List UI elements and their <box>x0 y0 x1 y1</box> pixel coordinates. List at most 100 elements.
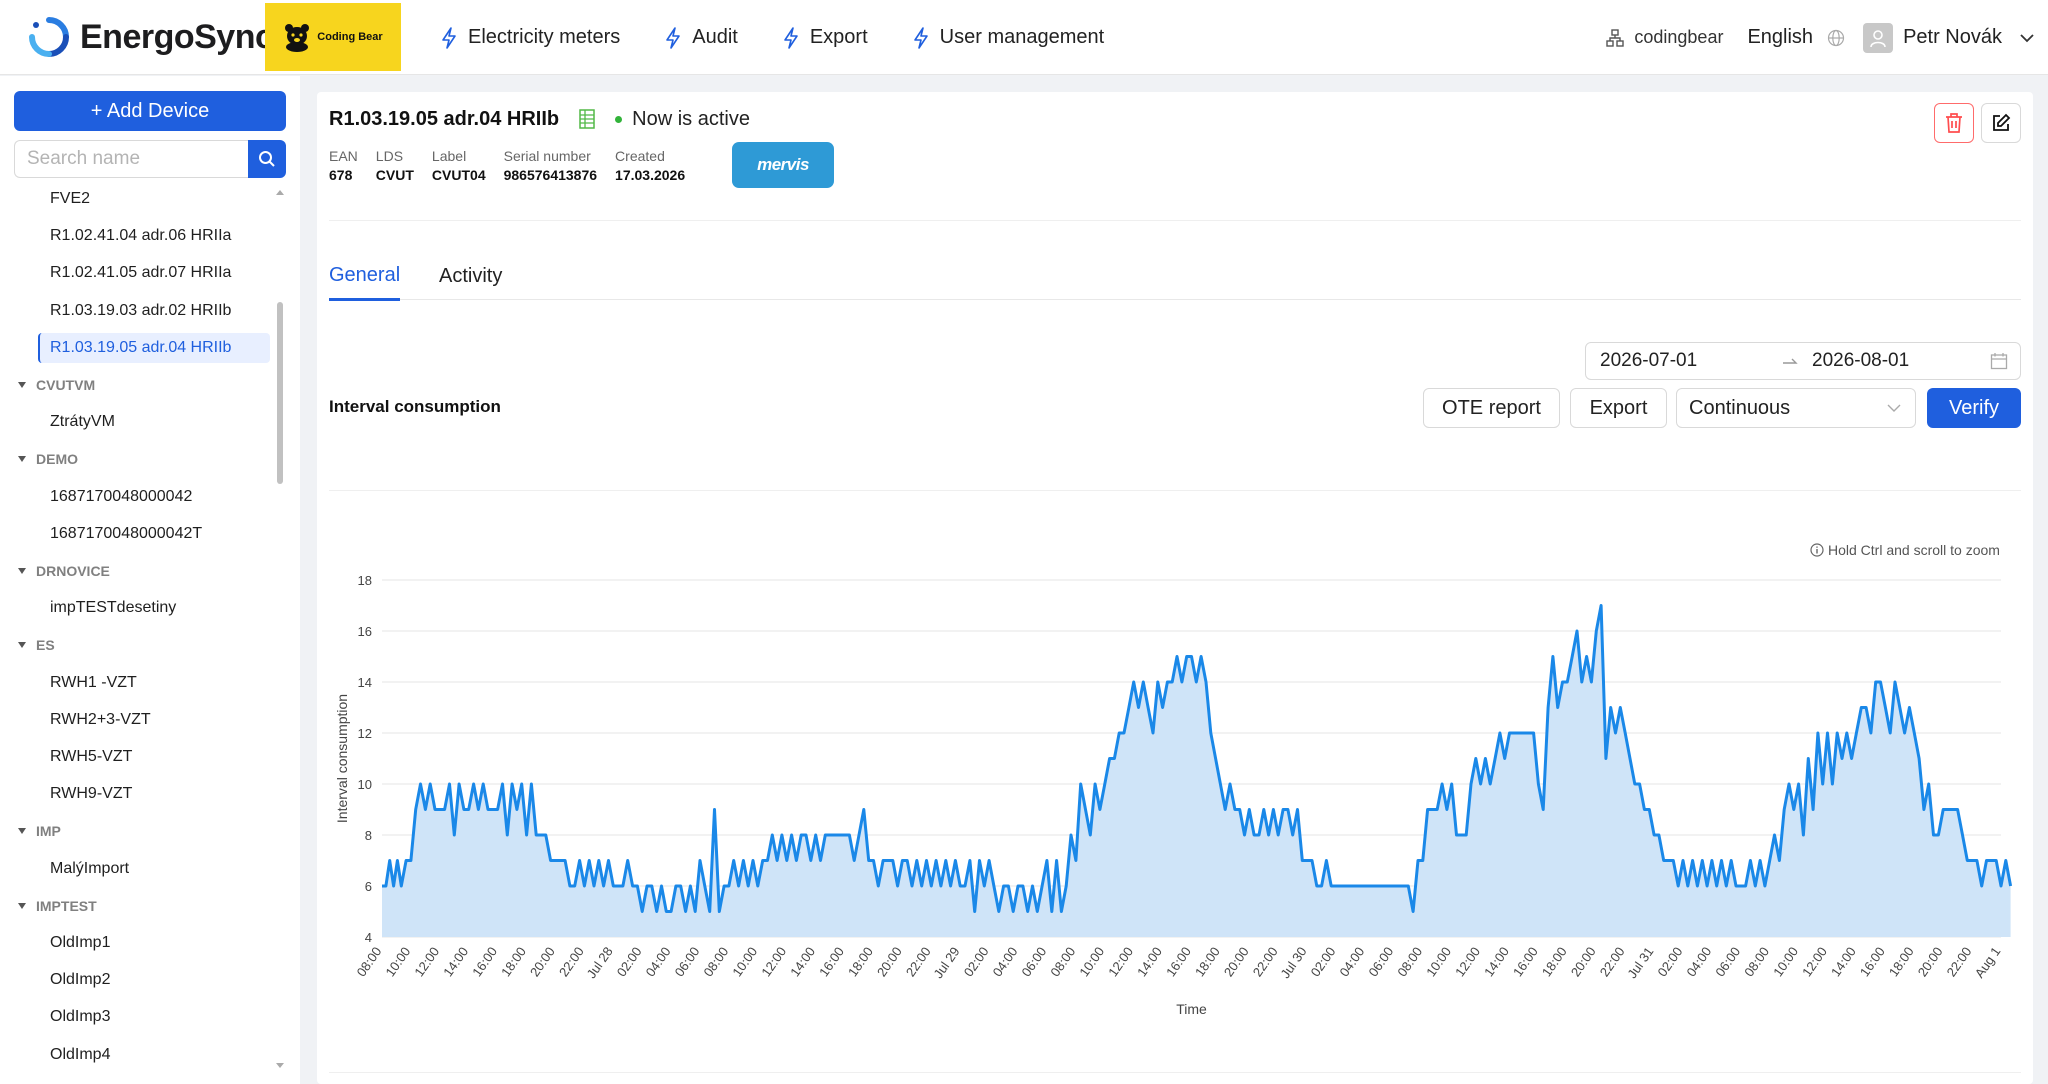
bolt-icon <box>442 26 456 49</box>
search-button[interactable] <box>248 140 286 178</box>
tab-activity[interactable]: Activity <box>439 264 503 287</box>
tree-item[interactable]: OldImp2 <box>50 965 110 995</box>
series-area <box>382 605 2011 937</box>
nav-audit[interactable]: Audit <box>664 26 738 49</box>
tree-item-label: DEMO <box>36 451 78 468</box>
mode-select[interactable]: Continuous <box>1676 388 1916 428</box>
bolt-icon <box>913 26 928 49</box>
export-button[interactable]: Export <box>1570 388 1667 428</box>
x-tick-label: 02:00 <box>961 944 992 979</box>
nav-label: Audit <box>692 26 738 48</box>
zoom-hint-text: Hold Ctrl and scroll to zoom <box>1828 542 2000 558</box>
tree-item-label: 1687170048000042 <box>50 487 193 505</box>
bear-icon <box>285 24 310 52</box>
tree-item[interactable]: RWH5-VZT <box>50 742 132 772</box>
arrow-right-icon <box>1783 358 1798 364</box>
nav-export[interactable]: Export <box>782 26 868 49</box>
delete-device-button[interactable] <box>1934 103 1974 143</box>
tree-group[interactable]: CVUTVM <box>18 370 95 400</box>
search-icon <box>259 151 275 167</box>
x-tick-label: 04:00 <box>990 944 1021 979</box>
tree-item[interactable]: impTESTdesetiny <box>50 593 176 623</box>
tree-item[interactable]: FVE2 <box>50 184 90 214</box>
device-status: Now is active <box>632 107 750 130</box>
x-tick-label: 10:00 <box>1076 944 1107 979</box>
tree-item-label: ZtrátyVM <box>50 413 115 431</box>
y-tick-label: 12 <box>358 726 372 741</box>
tree-group[interactable]: DEMO <box>18 444 78 474</box>
ote-report-button[interactable]: OTE report <box>1423 388 1560 428</box>
scroll-up-arrow[interactable] <box>276 190 284 195</box>
y-tick-label: 8 <box>365 828 372 843</box>
app-logo[interactable]: EnergoSync <box>28 14 274 60</box>
user-menu[interactable]: Petr Novák <box>1863 22 2036 53</box>
x-tick-label: 08:00 <box>700 944 731 979</box>
tree-item[interactable]: RWH2+3-VZT <box>50 705 151 735</box>
x-tick-label: 06:00 <box>672 944 703 979</box>
main-nav: Electricity meters Audit Export User man… <box>440 0 1148 75</box>
tree-item-label: OldImp1 <box>50 934 111 951</box>
tree-item-selected[interactable]: R1.03.19.05 adr.04 HRIIb <box>38 332 270 363</box>
tree-item-label: FVE2 <box>50 190 91 207</box>
meta-label-field: Label CVUT04 <box>432 147 486 185</box>
tree-group[interactable]: DRNOVICE <box>18 556 110 586</box>
mervis-integration-badge[interactable]: mervis <box>732 142 834 188</box>
tree-group[interactable]: IMP <box>18 816 61 846</box>
globe-icon[interactable] <box>1827 29 1845 47</box>
tree-group[interactable]: ES <box>18 630 55 660</box>
date-range-picker[interactable]: 2026-07-01 2026-08-01 <box>1585 342 2021 380</box>
x-tick-label: Jul 28 <box>584 944 616 981</box>
user-icon <box>1870 29 1886 47</box>
tab-general[interactable]: General <box>329 252 401 301</box>
tree-item[interactable]: MalýImport <box>50 854 129 884</box>
tree-item[interactable]: OldImp3 <box>50 1002 110 1032</box>
x-tick-label: 22:00 <box>1250 944 1281 979</box>
x-tick-label: 20:00 <box>1568 944 1599 979</box>
tree-item[interactable]: OldImp4 <box>50 1040 110 1070</box>
verify-button[interactable]: Verify <box>1927 388 2021 428</box>
date-from[interactable]: 2026-07-01 <box>1600 350 1698 371</box>
top-right-controls: codingbear English Petr Novák <box>1606 0 2048 75</box>
tree-item[interactable]: RWH1 -VZT <box>50 668 137 698</box>
tree-item[interactable]: 1687170048000042T <box>50 519 202 549</box>
x-tick-label: 10:00 <box>1770 944 1801 979</box>
x-tick-label: 16:00 <box>816 944 847 979</box>
tree-item[interactable]: R1.02.41.05 adr.07 HRIIa <box>50 258 231 288</box>
x-tick-label: 06:00 <box>1018 944 1049 979</box>
x-tick-label: 18:00 <box>1192 944 1223 979</box>
search-input[interactable] <box>14 140 248 178</box>
edit-device-button[interactable] <box>1981 103 2021 143</box>
tree-item[interactable]: R1.02.41.04 adr.06 HRIIa <box>50 221 231 251</box>
sidebar-scrollbar[interactable] <box>277 302 283 484</box>
tree-item[interactable]: R1.03.19.03 adr.02 HRIIb <box>50 296 231 326</box>
add-device-button[interactable]: + Add Device <box>14 91 286 131</box>
device-search <box>14 140 286 178</box>
tree-item[interactable]: RWH9-VZT <box>50 779 132 809</box>
nav-user-management[interactable]: User management <box>912 26 1104 49</box>
user-name: Petr Novák <box>1903 26 2002 48</box>
meta-label: Label <box>431 148 467 164</box>
language-selector[interactable]: English <box>1747 26 1814 48</box>
y-tick-label: 14 <box>358 675 372 690</box>
tree-group[interactable]: IMPTEST <box>18 891 97 921</box>
device-title: R1.03.19.05 adr.04 HRIIb <box>329 107 560 130</box>
tree-item[interactable]: 1687170048000042 <box>50 482 192 512</box>
scroll-down-arrow[interactable] <box>276 1063 284 1068</box>
nav-electricity-meters[interactable]: Electricity meters <box>440 26 620 49</box>
divider <box>329 220 2021 221</box>
tree-item[interactable]: ZtrátyVM <box>50 407 115 437</box>
meta-value: 986576413876 <box>503 167 598 183</box>
x-tick-label: 10:00 <box>1423 944 1454 979</box>
organization-switcher[interactable]: codingbear <box>1606 27 1723 48</box>
spreadsheet-icon[interactable] <box>579 109 595 129</box>
edit-icon <box>1993 113 2011 131</box>
x-tick-label: 18:00 <box>845 944 876 979</box>
date-to[interactable]: 2026-08-01 <box>1812 350 1910 371</box>
org-brand-logo[interactable]: Coding Bear <box>265 3 401 71</box>
tree-item[interactable]: OldImp1 <box>50 928 110 958</box>
x-tick-label: 14:00 <box>787 944 818 979</box>
x-tick-label: 14:00 <box>440 944 471 979</box>
interval-consumption-chart[interactable]: 468101214161808:0010:0012:0014:0016:0018… <box>317 92 2033 1052</box>
x-tick-label: 14:00 <box>1134 944 1165 979</box>
bolt-icon <box>784 26 798 49</box>
